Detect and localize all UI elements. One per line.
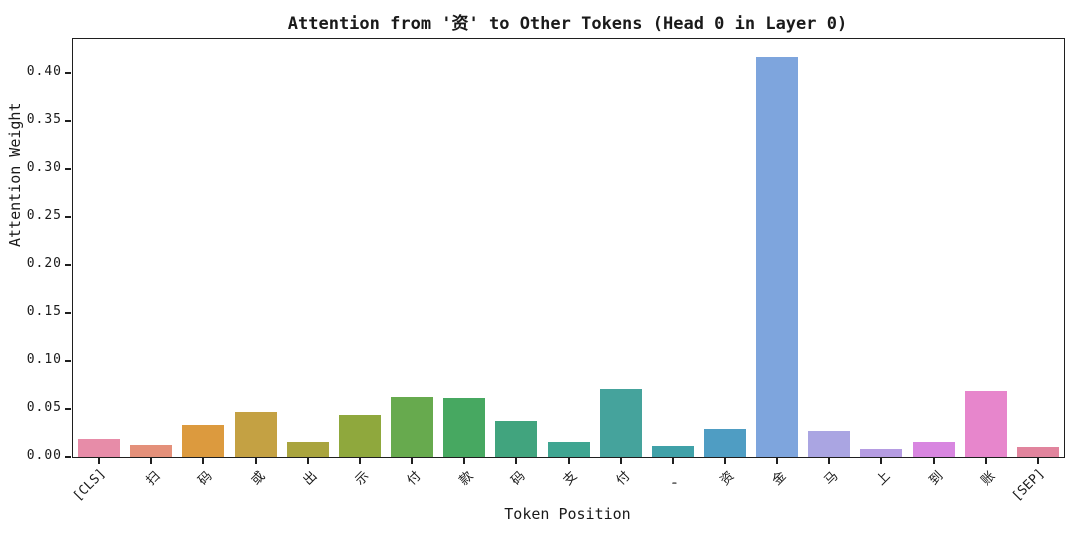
y-tick-label: 0.00 — [26, 448, 62, 463]
bar-付 — [599, 388, 642, 457]
x-tick-label: 码 — [196, 468, 216, 489]
bar-到 — [912, 441, 955, 457]
y-tick-mark — [65, 456, 71, 458]
y-tick-label: 0.10 — [26, 351, 62, 367]
x-tick-label: 、 — [665, 468, 686, 489]
x-axis-label: Token Position — [504, 505, 631, 523]
x-tick-mark — [150, 458, 153, 464]
x-tick-label: 扫 — [143, 468, 164, 489]
x-tick-mark — [880, 458, 883, 464]
bar-[CLS] — [78, 438, 121, 457]
x-tick-label: 马 — [821, 468, 842, 489]
bar-示 — [338, 414, 381, 457]
x-tick-label: 出 — [300, 468, 321, 489]
x-tick-mark — [723, 458, 726, 464]
y-tick-labels: 0.00 0.05 0.10 0.15 0.20 0.25 0.30 0.35 0.40 — [0, 38, 62, 463]
x-tick-label: 资 — [717, 468, 738, 489]
bar-或 — [234, 411, 277, 457]
x-tick-label: 示 — [352, 468, 373, 489]
x-tick-label: 金 — [769, 468, 790, 489]
bar-马 — [808, 431, 851, 457]
bar-付 — [391, 396, 434, 457]
y-tick-mark — [65, 215, 71, 218]
x-tick-mark — [619, 458, 622, 464]
bar-账 — [964, 390, 1007, 457]
bar-扫 — [130, 445, 173, 457]
y-tick-mark — [65, 71, 71, 74]
x-tick-mark — [202, 458, 205, 464]
y-tick-label: 0.35 — [26, 111, 62, 127]
x-tick-label: 到 — [926, 468, 947, 489]
bar-、 — [651, 446, 694, 457]
x-tick-mark — [776, 458, 779, 464]
y-tick-label: 0.25 — [26, 207, 62, 223]
y-tick-label: 0.20 — [26, 255, 62, 271]
bar-上 — [860, 449, 903, 457]
bar-资 — [703, 429, 746, 457]
x-tick-label: 或 — [248, 468, 268, 489]
x-tick-mark — [306, 458, 309, 464]
y-tick-mark — [65, 407, 71, 410]
y-tick-mark — [65, 167, 71, 170]
x-tick-mark — [254, 458, 257, 464]
x-tick-label: 付 — [404, 468, 425, 489]
x-tick-mark — [515, 458, 518, 464]
bar-款 — [443, 398, 486, 457]
bar-码 — [495, 421, 538, 457]
x-tick-mark — [358, 458, 361, 464]
bar-支 — [547, 441, 590, 457]
x-tick-mark — [828, 458, 831, 464]
x-tick-label: 账 — [978, 468, 999, 489]
x-tick-mark — [671, 458, 674, 464]
x-tick-label: 上 — [874, 468, 894, 489]
y-tick-mark — [65, 119, 71, 122]
x-tick-mark — [1036, 458, 1039, 464]
x-tick-mark — [98, 458, 101, 464]
y-tick-label: 0.15 — [26, 303, 62, 319]
x-tick-label: 码 — [508, 468, 529, 489]
x-tick-label: 款 — [456, 468, 477, 489]
bar-[SEP] — [1016, 447, 1059, 457]
chart-title: Attention from '资' to Other Tokens (Head… — [287, 14, 848, 34]
x-tick-label: 支 — [561, 468, 581, 489]
y-tick-mark — [65, 359, 71, 362]
y-tick-label: 0.40 — [26, 63, 62, 79]
bar-码 — [182, 425, 225, 457]
plot-area — [65, 38, 1065, 464]
x-tick-label: [CLS] — [70, 466, 109, 505]
x-tick-mark — [984, 458, 987, 464]
x-tick-mark — [567, 458, 570, 464]
y-tick-label: 0.05 — [26, 399, 62, 415]
bar-金 — [756, 56, 799, 457]
bar-出 — [286, 441, 329, 457]
x-tick-mark — [411, 458, 414, 464]
x-tick-label: [SEP] — [1009, 466, 1048, 505]
y-tick-mark — [65, 263, 71, 266]
x-tick-mark — [932, 458, 935, 464]
x-tick-label: 付 — [613, 468, 634, 489]
y-tick-label: 0.30 — [26, 159, 62, 175]
x-tick-mark — [463, 458, 466, 464]
y-tick-mark — [65, 311, 71, 314]
